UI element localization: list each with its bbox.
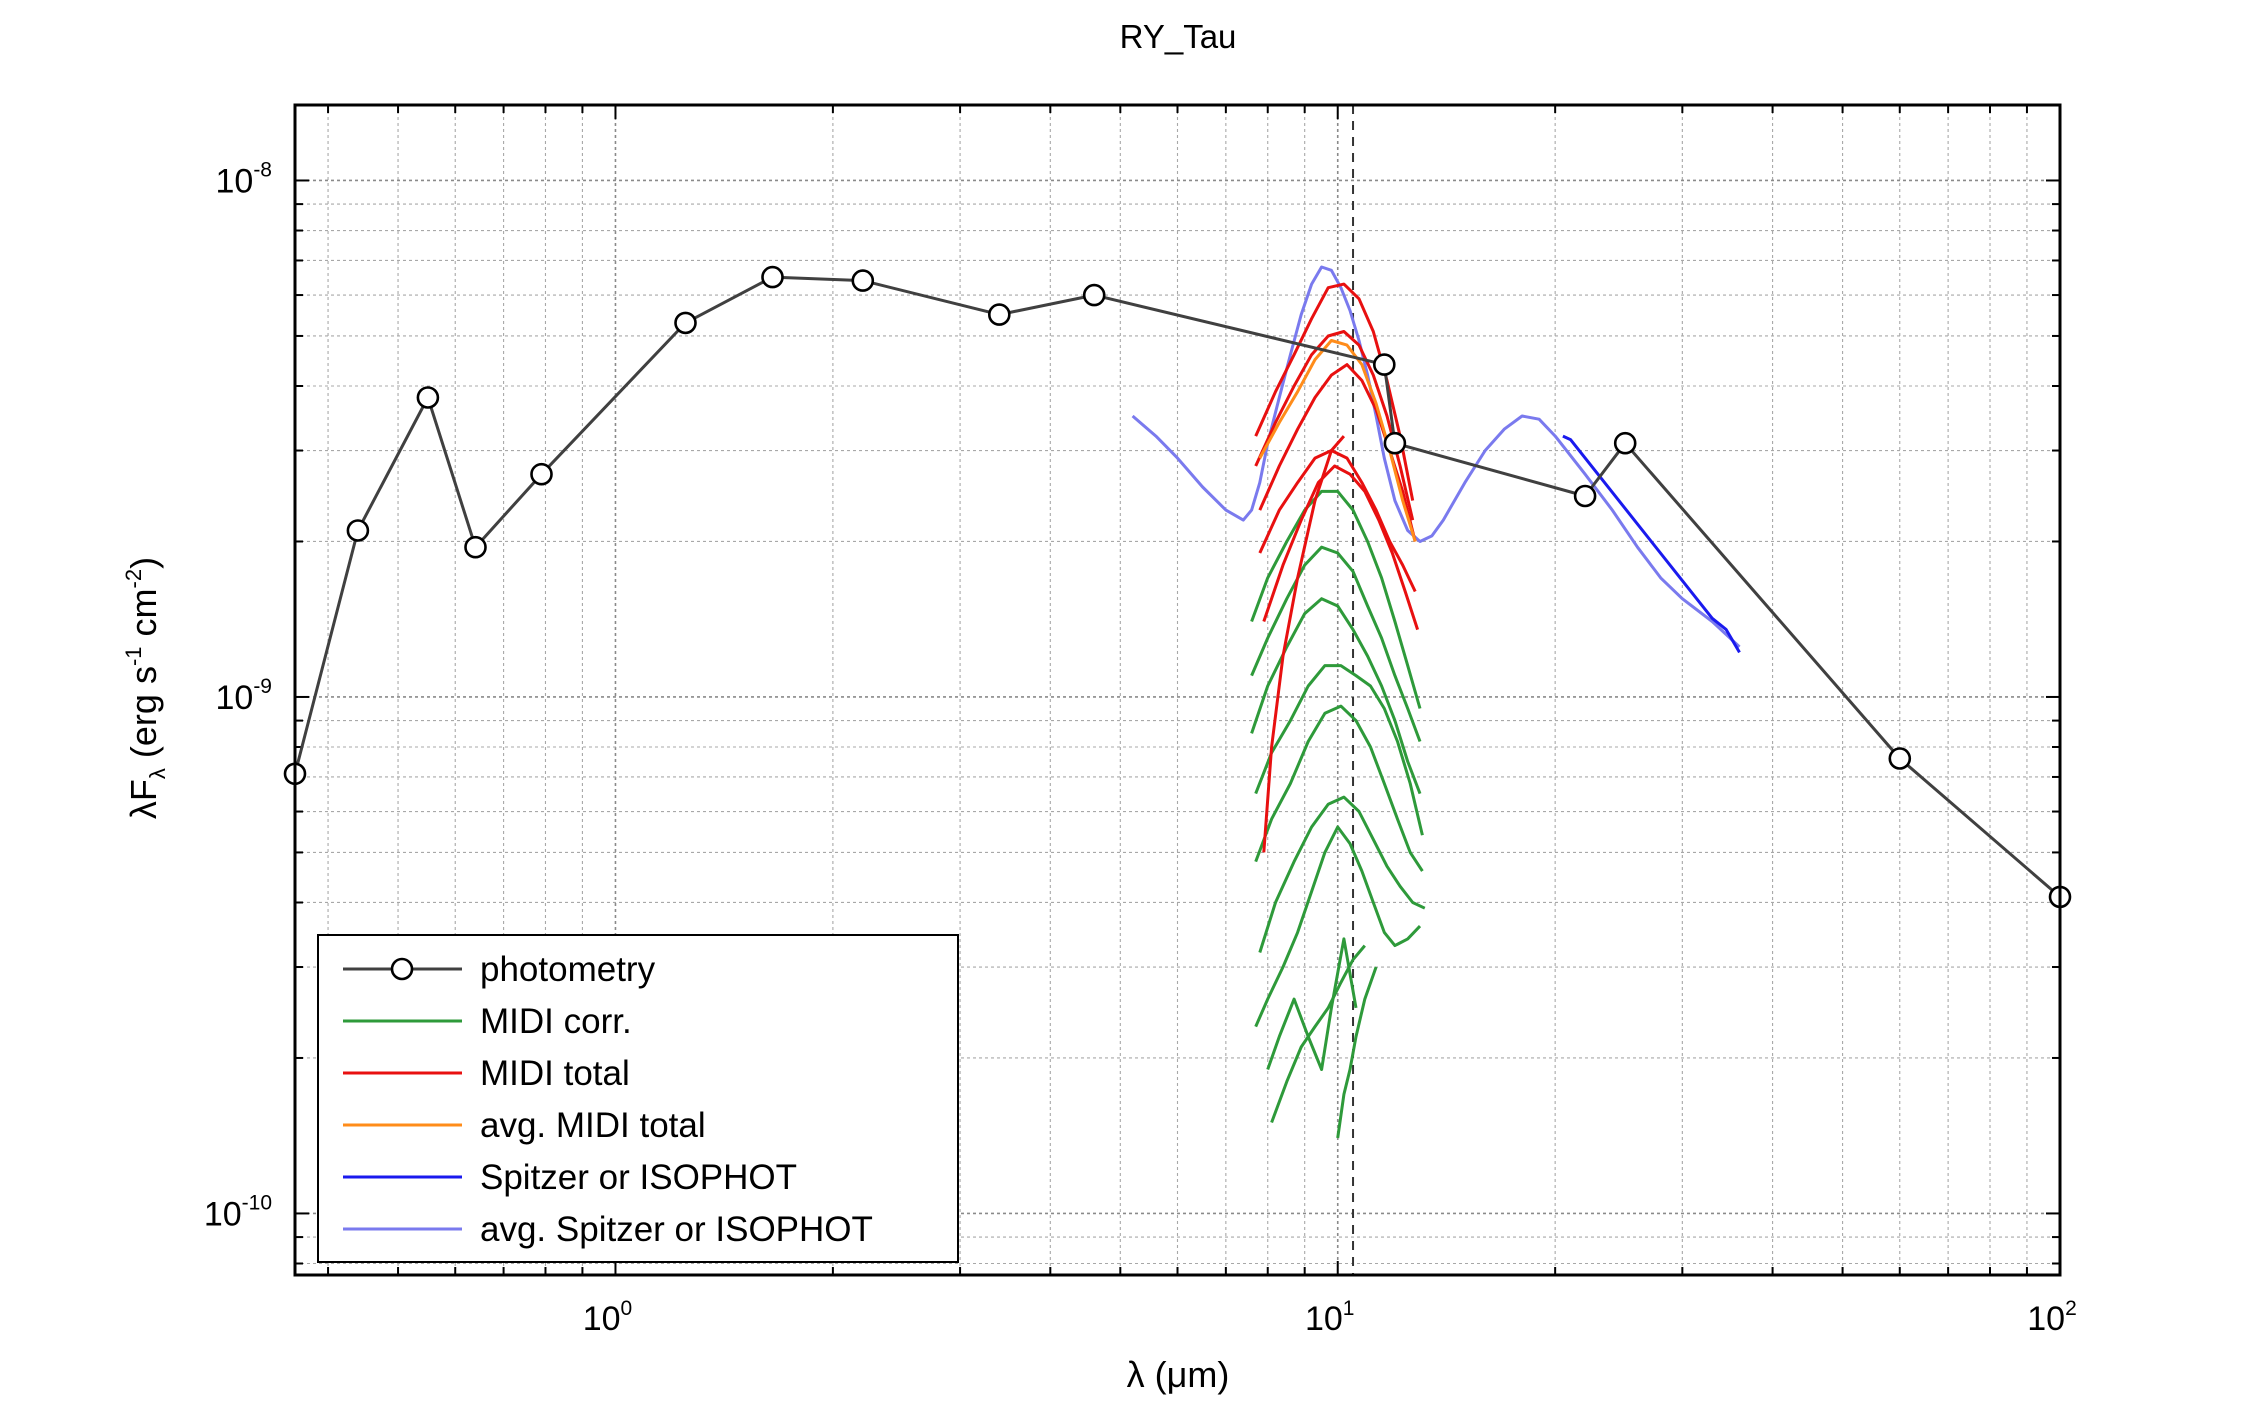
- grid-lines: [295, 105, 2061, 1275]
- legend-label: MIDI corr.: [480, 1002, 632, 1041]
- midi-corr-line: [1266, 937, 1358, 1071]
- x-tick-label: 102: [2027, 1297, 2077, 1338]
- midi-corr-line: [1250, 545, 1422, 743]
- series-avg-spitzer: [1131, 265, 1741, 648]
- photometry-point: [1888, 747, 1912, 770]
- legend: photometry MIDI corr. MIDI total avg. MIDI …: [317, 934, 959, 1263]
- midi-corr-line: [1254, 825, 1422, 1028]
- legend-box: [317, 934, 959, 1263]
- legend-entry-midi-corr: MIDI corr.: [343, 1002, 632, 1041]
- x-tick-label: 101: [1305, 1297, 1355, 1338]
- midi-corr-line: [1250, 489, 1422, 709]
- legend-entry-photometry: photometry: [343, 950, 656, 989]
- photometry-point: [851, 269, 875, 292]
- legend-label: avg. MIDI total: [480, 1106, 706, 1145]
- series-avg-midi-total: [1258, 339, 1417, 542]
- midi-corr-line: [1270, 944, 1366, 1124]
- x-axis-label: λ (μm): [1127, 1354, 1230, 1395]
- midi-total-line: [1254, 282, 1415, 501]
- midi-total-line: [1258, 449, 1417, 593]
- photometry-point: [416, 386, 440, 409]
- midi-corr-line: [1254, 704, 1424, 872]
- legend-marker: [390, 957, 414, 981]
- y-tick-labels: 10-8 10-9 10-10: [204, 158, 272, 1233]
- series-photometry: [283, 265, 2072, 909]
- legend-label: photometry: [480, 950, 656, 989]
- photometry-point: [530, 462, 553, 486]
- series-layer: [283, 265, 2072, 1139]
- photometry-point: [1573, 484, 1597, 508]
- midi-corr-line: [1254, 664, 1424, 836]
- y-tick-label: 10-10: [204, 1191, 272, 1233]
- plot-frame: [293, 103, 2062, 1277]
- x-tick-label: 100: [583, 1297, 633, 1338]
- midi-corr-line: [1336, 966, 1378, 1139]
- series-spitzer: [1562, 434, 1741, 654]
- photometry-point: [346, 519, 370, 542]
- legend-entries: photometry MIDI corr. MIDI total avg. MIDI …: [343, 950, 873, 1249]
- photometry-point: [1383, 431, 1407, 455]
- y-tick-label: 10-9: [215, 675, 272, 717]
- y-axis-label: λFλ (erg s-1 cm-2): [121, 557, 170, 819]
- avg-spitzer-line: [1131, 265, 1741, 648]
- legend-entry-spitzer: Spitzer or ISOPHOT: [343, 1158, 797, 1197]
- legend-entry-midi-total: MIDI total: [343, 1054, 630, 1093]
- photometry-point: [1373, 353, 1396, 376]
- legend-label: avg. Spitzer or ISOPHOT: [480, 1210, 873, 1249]
- midi-total-line: [1262, 464, 1420, 631]
- photometry-point: [464, 535, 487, 559]
- photometry-point: [987, 303, 1011, 326]
- legend-entry-avg-spitzer: avg. Spitzer or ISOPHOT: [343, 1210, 873, 1249]
- midi-corr-line: [1258, 795, 1426, 953]
- chart-title: RY_Tau: [1120, 18, 1237, 55]
- y-tick-label: 10-8: [215, 158, 272, 200]
- legend-entry-avg-midi-total: avg. MIDI total: [343, 1106, 706, 1145]
- photometry-point: [1082, 283, 1106, 307]
- photometry-point: [761, 265, 784, 289]
- x-tick-labels: 100 101 102: [583, 1297, 2077, 1338]
- legend-label: MIDI total: [480, 1054, 630, 1093]
- photometry-point: [1613, 431, 1637, 455]
- photometry-line: [293, 275, 2061, 899]
- legend-label: Spitzer or ISOPHOT: [480, 1158, 797, 1197]
- spitzer-line: [1562, 434, 1741, 654]
- midi-total-line: [1262, 435, 1346, 853]
- photometry-point: [674, 311, 697, 335]
- avg-midi-total-line: [1258, 339, 1417, 542]
